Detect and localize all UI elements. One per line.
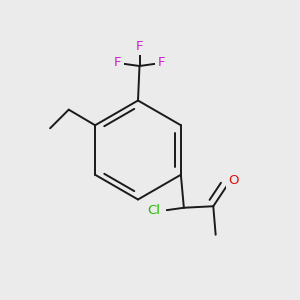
Text: Cl: Cl: [147, 204, 160, 217]
Text: O: O: [228, 174, 239, 187]
Text: F: F: [114, 56, 122, 70]
Text: F: F: [158, 56, 165, 70]
Text: F: F: [136, 40, 143, 53]
